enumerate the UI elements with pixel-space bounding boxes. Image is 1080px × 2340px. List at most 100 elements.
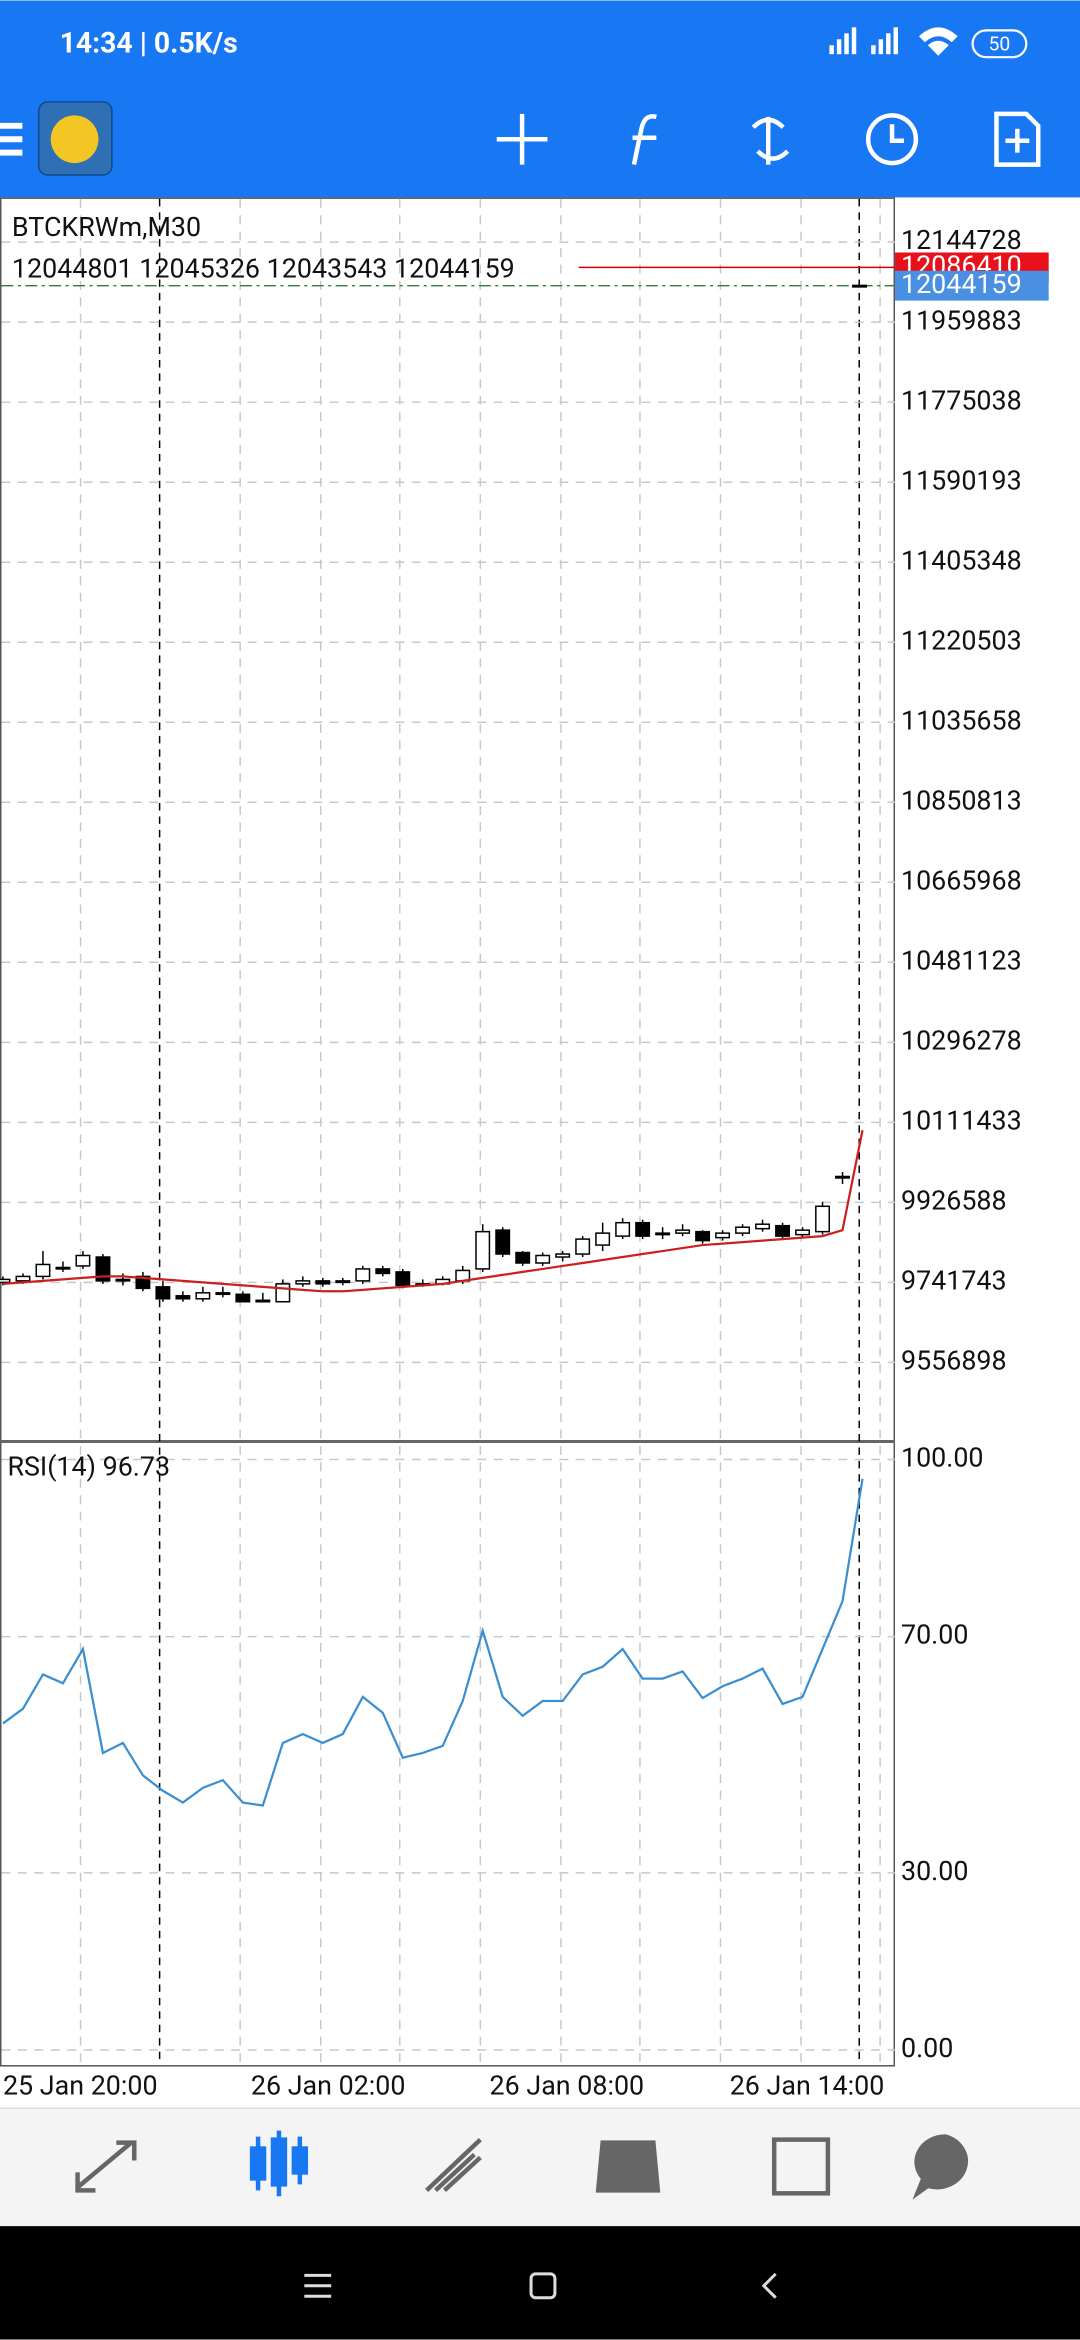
candle-body	[775, 1224, 791, 1237]
bottom-nav	[0, 2108, 1080, 2227]
battery-level: 50	[989, 32, 1011, 55]
symbol-label: BTCKRWm,M30	[12, 211, 201, 243]
candle-body	[852, 284, 867, 288]
candle-body	[715, 1232, 731, 1239]
candle-body	[675, 1229, 691, 1234]
y-tick-label: 9556898	[901, 1344, 1007, 1376]
candle-body	[155, 1286, 171, 1300]
home-button[interactable]	[529, 2272, 557, 2300]
candle-body	[235, 1293, 251, 1303]
candle-body	[515, 1251, 531, 1264]
candle-body	[215, 1292, 231, 1296]
ohlc-value: 12043543	[267, 253, 388, 285]
timeframe-button[interactable]	[865, 113, 919, 166]
y-tick-label: 11035658	[901, 704, 1022, 736]
indicator-value: 96.73	[103, 1450, 170, 1482]
news-tab[interactable]	[771, 2137, 831, 2196]
chat-tab[interactable]	[912, 2134, 968, 2200]
ohlc-label: 12044801 12045326 12043543 12044159	[12, 253, 515, 285]
y-tick-label: 0.00	[901, 2032, 953, 2064]
candle-body	[475, 1230, 491, 1270]
indicator-name: RSI(14)	[7, 1450, 96, 1482]
candle-body	[375, 1268, 391, 1275]
candle-body	[355, 1268, 371, 1282]
back-button[interactable]	[761, 2272, 777, 2299]
candle-body	[35, 1263, 51, 1278]
candle-body	[75, 1254, 91, 1267]
y-tick-label: 11775038	[901, 384, 1022, 416]
x-tick-label: 26 Jan 14:00	[730, 2069, 885, 2101]
rsi-line	[2, 1478, 864, 1807]
history-tab[interactable]	[595, 2140, 661, 2193]
candle-body	[615, 1221, 631, 1237]
bid-label: 12044159	[901, 268, 1022, 300]
ohlc-value: 12044159	[394, 253, 515, 285]
candle-body	[315, 1280, 331, 1285]
candle-body	[495, 1229, 511, 1255]
ohlc-value: 12044801	[12, 253, 133, 285]
indicators-button[interactable]	[631, 114, 657, 166]
crosshair-button[interactable]	[496, 113, 548, 165]
moving-average	[2, 1130, 864, 1293]
candle-body	[255, 1299, 271, 1303]
candle-body	[195, 1292, 211, 1300]
y-tick-label: 11220503	[901, 624, 1022, 656]
candle-body	[755, 1223, 771, 1230]
bid-label-box	[895, 270, 1049, 301]
candle-body	[535, 1254, 551, 1264]
y-tick-label: 11405348	[901, 544, 1022, 576]
candle-body	[135, 1275, 151, 1290]
candle-body	[735, 1226, 751, 1234]
candle-body	[635, 1221, 651, 1237]
candle-body	[0, 1278, 11, 1284]
x-tick-label: 26 Jan 08:00	[490, 2069, 645, 2101]
candle-body	[655, 1232, 671, 1236]
y-tick-label: 70.00	[901, 1619, 968, 1651]
y-tick-label: 9741743	[901, 1264, 1007, 1296]
candle-body	[175, 1295, 191, 1300]
chart-frame	[0, 197, 896, 2067]
chart-tab[interactable]	[249, 2130, 309, 2197]
new-order-button[interactable]	[994, 111, 1041, 167]
candle-body	[335, 1280, 351, 1284]
menu-button[interactable]	[0, 122, 23, 156]
y-tick-label: 10850813	[901, 784, 1022, 816]
candle-body	[595, 1232, 611, 1246]
trade-tab[interactable]	[425, 2137, 482, 2192]
y-tick-label: 30.00	[901, 1855, 968, 1887]
candle-body	[795, 1229, 810, 1236]
candle-body	[695, 1230, 711, 1242]
candle-body	[95, 1256, 111, 1282]
quotes-tab[interactable]	[75, 2140, 137, 2193]
indicator-label: RSI(14) 96.73	[7, 1450, 170, 1482]
candle-body	[295, 1280, 311, 1285]
candle-body	[115, 1278, 131, 1282]
candle-body	[275, 1283, 291, 1303]
x-tick-label: 25 Jan 20:00	[3, 2069, 158, 2101]
candle-body	[15, 1275, 31, 1282]
y-tick-label: 11590193	[901, 464, 1022, 496]
candle-body	[395, 1271, 411, 1287]
signal-icons	[829, 27, 958, 56]
battery	[971, 29, 1028, 59]
y-tick-label: 11959883	[901, 304, 1022, 336]
y-tick-label: 10296278	[901, 1024, 1022, 1056]
app-bar	[0, 0, 1080, 198]
y-tick-label: 10111433	[901, 1104, 1022, 1136]
x-tick-label: 26 Jan 02:00	[251, 2069, 406, 2101]
y-tick-label: 10481123	[901, 944, 1022, 976]
system-nav	[0, 2226, 1080, 2340]
candle-body	[835, 1175, 850, 1179]
recents-button[interactable]	[304, 2273, 332, 2298]
candle-body	[575, 1238, 591, 1255]
y-tick-label: 12144728	[901, 224, 1022, 256]
candle-body	[55, 1266, 71, 1270]
y-tick-label: 10665968	[901, 864, 1022, 896]
y-tick-label: 9926588	[901, 1184, 1007, 1216]
trade-button[interactable]	[751, 116, 790, 165]
candle-body	[815, 1205, 830, 1233]
ohlc-value: 12045326	[139, 253, 260, 285]
status-time: 14:34 | 0.5K/s	[60, 27, 238, 60]
